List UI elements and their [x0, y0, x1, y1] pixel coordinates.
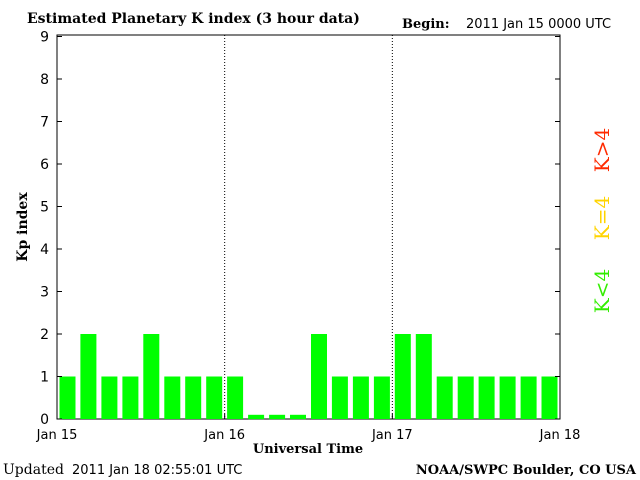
y-tick-label: 7 [40, 115, 49, 131]
kp-bar [373, 376, 390, 419]
kp-bar [290, 414, 306, 420]
kp-bar [59, 376, 76, 419]
x-axis-label: Universal Time [253, 442, 363, 457]
kp-bar [122, 376, 139, 419]
kp-bar [541, 376, 558, 419]
y-tick-label: 8 [40, 72, 49, 88]
y-tick-label: 1 [40, 370, 49, 386]
x-tick-label: Jan 17 [371, 428, 413, 443]
legend-low: K<4 [590, 269, 614, 313]
y-axis-label: Kp index [15, 192, 31, 262]
x-tick-label: Jan 18 [539, 428, 581, 443]
credit-text: NOAA/SWPC Boulder, CO USA [416, 463, 637, 478]
y-tick-label: 4 [40, 242, 49, 258]
legend-equal: K=4 [590, 196, 614, 240]
x-axis-ticks: Jan 15 Jan 16 Jan 17 Jan 18 [36, 414, 581, 443]
kp-bar [80, 334, 97, 419]
kp-bar [457, 376, 474, 419]
kp-bar [185, 376, 202, 419]
kp-bar [415, 334, 432, 419]
bars [59, 334, 558, 420]
kp-bar [248, 414, 265, 420]
begin-label: Begin: [402, 17, 450, 32]
x-tick-label: Jan 16 [203, 428, 245, 443]
y-tick-label: 3 [40, 285, 49, 301]
begin-value: 2011 Jan 15 0000 UTC [466, 17, 611, 32]
kp-bar [206, 376, 223, 419]
y-tick-label: 9 [40, 30, 49, 46]
kp-bar [478, 376, 495, 419]
kp-bar [331, 376, 348, 419]
kp-bar [352, 376, 369, 419]
kp-bar [101, 376, 118, 419]
kp-bar [227, 376, 244, 419]
day-separators [224, 35, 393, 419]
updated-value: 2011 Jan 18 02:55:01 UTC [72, 463, 242, 478]
kp-bar [499, 376, 516, 419]
kp-bar [436, 376, 453, 419]
updated-label: Updated [3, 462, 64, 478]
kp-bar [269, 414, 286, 420]
y-tick-label: 5 [40, 200, 49, 216]
y-tick-label: 0 [40, 412, 49, 428]
kp-bar [520, 376, 537, 419]
y-tick-label: 6 [40, 157, 49, 173]
kp-bar [164, 376, 181, 419]
kp-bar [311, 334, 327, 419]
kp-bar [394, 334, 411, 419]
y-axis-ticks: 0 1 2 3 4 5 6 7 8 9 [40, 30, 560, 428]
legend-high: K>4 [590, 128, 614, 172]
chart-title: Estimated Planetary K index (3 hour data… [27, 11, 360, 27]
plot-area [56, 34, 561, 420]
x-tick-label: Jan 15 [36, 428, 78, 443]
kp-bar [143, 334, 160, 419]
y-tick-label: 2 [40, 327, 49, 343]
